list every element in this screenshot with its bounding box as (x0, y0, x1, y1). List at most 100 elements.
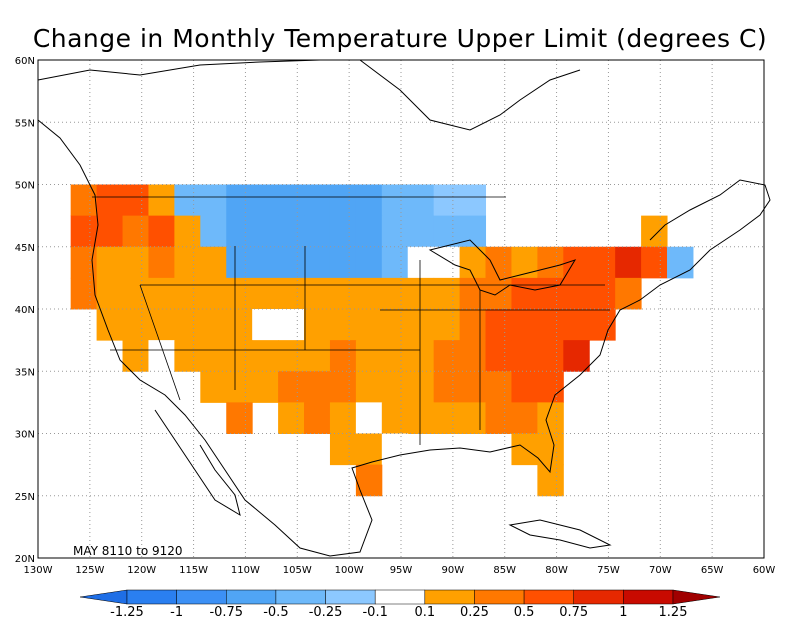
anomaly-cell (407, 371, 435, 403)
lon-tick-label: 125W (75, 565, 104, 576)
anomaly-cell (511, 371, 538, 403)
hudson-bay-coast (359, 59, 581, 131)
anomaly-cell (252, 184, 279, 217)
colorbar-label: -0.1 (362, 605, 387, 618)
anomaly-cell (96, 309, 124, 341)
colorbar-swatch (325, 589, 376, 605)
anomaly-cell (459, 277, 487, 310)
anomaly-cell (304, 184, 331, 217)
colorbar-label: 0.75 (559, 605, 588, 618)
anomaly-cell (122, 184, 149, 217)
lat-tick-label: 35N (15, 367, 35, 378)
anomaly-cell (304, 246, 331, 279)
anomaly-grid (70, 184, 694, 497)
anomaly-cell (537, 277, 564, 310)
anomaly-cell (148, 340, 175, 372)
baja-coast (154, 409, 241, 517)
anomaly-cell (537, 433, 564, 466)
lon-tick-label: 85W (493, 565, 516, 576)
anomaly-cell (667, 246, 694, 279)
colorbar-swatch (523, 589, 574, 605)
anomaly-cell (563, 277, 590, 310)
anomaly-cell (329, 184, 357, 217)
lat-tick-label: 30N (15, 430, 35, 441)
anomaly-cell (407, 309, 435, 341)
colorbar-swatch (374, 589, 426, 605)
anomaly-cell (226, 277, 253, 310)
anomaly-cell (537, 340, 564, 372)
colorbar-label: -1 (170, 605, 183, 618)
colorbar-label: -0.5 (263, 605, 288, 618)
anomaly-cell (589, 246, 616, 279)
anomaly-cell (459, 371, 487, 403)
anomaly-cell (304, 340, 331, 372)
anomaly-cell (355, 371, 383, 403)
anomaly-cell (226, 246, 253, 279)
anomaly-cell (304, 309, 331, 341)
anomaly-cell (563, 340, 590, 372)
anomaly-cell (355, 215, 383, 248)
anomaly-cell (511, 402, 538, 434)
anomaly-cell (278, 371, 305, 403)
anomaly-cell (615, 277, 642, 310)
anomaly-cell (433, 184, 461, 217)
lon-tick-label: 95W (390, 565, 413, 576)
anomaly-cell (226, 309, 253, 341)
lon-tick-label: 130W (24, 565, 53, 576)
anomaly-cell (355, 340, 383, 372)
anomaly-cell (381, 184, 409, 217)
anomaly-cell (355, 433, 383, 466)
anomaly-cell (511, 340, 538, 372)
anomaly-cell (226, 371, 253, 403)
lat-tick-label: 40N (15, 305, 35, 316)
anomaly-cell (511, 433, 538, 466)
anomaly-cell (252, 246, 279, 279)
anomaly-cell (433, 340, 461, 372)
lon-tick-label: 80W (545, 565, 568, 576)
anomaly-cell (537, 246, 564, 279)
anomaly-cell (329, 340, 357, 372)
anomaly-cell (407, 277, 435, 310)
anomaly-cell (433, 402, 461, 434)
anomaly-cell (641, 246, 668, 279)
colorbar-label: -0.75 (209, 605, 243, 618)
anomaly-cell (252, 371, 279, 403)
anomaly-cell (381, 433, 409, 466)
anomaly-cell (563, 309, 590, 341)
anomaly-cell (122, 277, 149, 310)
anomaly-cell (459, 402, 487, 434)
colorbar-label: -1.25 (110, 605, 144, 618)
lat-tick-label: 25N (15, 492, 35, 503)
anomaly-cell (329, 402, 357, 434)
lon-tick-label: 110W (231, 565, 260, 576)
anomaly-cell (511, 246, 538, 279)
anomaly-cell (122, 309, 149, 341)
anomaly-cell (381, 340, 409, 372)
anomaly-cell (329, 309, 357, 341)
anomaly-cell (278, 215, 305, 248)
anomaly-cell (252, 340, 279, 372)
colorbar-swatch (176, 589, 227, 605)
colorbar-label: 0.1 (414, 605, 435, 618)
anomaly-cell (589, 277, 616, 310)
map-frame (37, 59, 765, 559)
anomaly-cell (96, 184, 124, 217)
anomaly-cell (329, 433, 357, 466)
arctic-coast (37, 59, 321, 81)
anomaly-cell (407, 402, 435, 434)
anomaly-cell (485, 309, 512, 341)
colorbar-label: 0.25 (460, 605, 489, 618)
anomaly-cell (278, 246, 305, 279)
anomaly-cell (148, 246, 175, 279)
anomaly-cell (122, 215, 149, 248)
anomaly-cell (433, 277, 461, 310)
colorbar-label: -0.25 (309, 605, 343, 618)
anomaly-cell (278, 402, 305, 434)
anomaly-cell (329, 277, 357, 310)
period-label: MAY 8110 to 9120 (73, 544, 183, 558)
anomaly-cell (252, 215, 279, 248)
anomaly-cell (511, 277, 538, 310)
anomaly-cell (96, 215, 124, 248)
lon-tick-label: 70W (649, 565, 672, 576)
lon-tick-label: 100W (335, 565, 364, 576)
